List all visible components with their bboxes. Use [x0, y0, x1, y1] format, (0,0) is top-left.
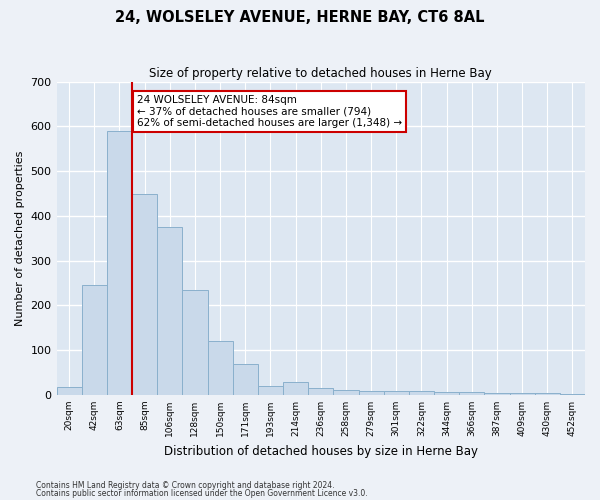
Bar: [509, 393, 535, 395]
Bar: [359, 391, 383, 395]
Bar: [383, 391, 409, 395]
Bar: [157, 227, 182, 395]
Bar: [107, 131, 132, 395]
Text: 24, WOLSELEY AVENUE, HERNE BAY, CT6 8AL: 24, WOLSELEY AVENUE, HERNE BAY, CT6 8AL: [115, 10, 485, 25]
Bar: [560, 394, 585, 395]
Bar: [334, 390, 359, 395]
Bar: [283, 382, 308, 395]
Bar: [535, 392, 560, 395]
Bar: [182, 290, 208, 395]
Bar: [258, 386, 283, 395]
Bar: [434, 392, 459, 395]
Text: Contains HM Land Registry data © Crown copyright and database right 2024.: Contains HM Land Registry data © Crown c…: [36, 480, 335, 490]
Title: Size of property relative to detached houses in Herne Bay: Size of property relative to detached ho…: [149, 68, 492, 80]
X-axis label: Distribution of detached houses by size in Herne Bay: Distribution of detached houses by size …: [164, 444, 478, 458]
Bar: [308, 388, 334, 395]
Bar: [409, 392, 434, 395]
Bar: [132, 194, 157, 395]
Bar: [484, 393, 509, 395]
Y-axis label: Number of detached properties: Number of detached properties: [15, 150, 25, 326]
Bar: [459, 392, 484, 395]
Text: 24 WOLSELEY AVENUE: 84sqm
← 37% of detached houses are smaller (794)
62% of semi: 24 WOLSELEY AVENUE: 84sqm ← 37% of detac…: [137, 95, 402, 128]
Bar: [233, 364, 258, 395]
Bar: [208, 341, 233, 395]
Bar: [82, 286, 107, 395]
Text: Contains public sector information licensed under the Open Government Licence v3: Contains public sector information licen…: [36, 489, 368, 498]
Bar: [56, 387, 82, 395]
